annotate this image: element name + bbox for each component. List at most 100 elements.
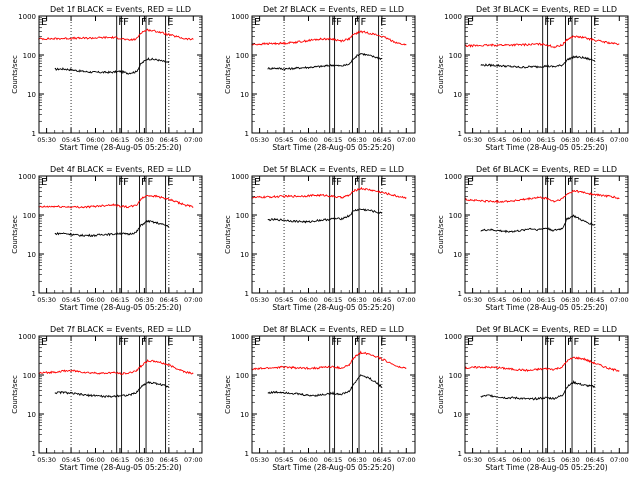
marker-label: F <box>148 17 154 28</box>
x-tick-label: 05:45 <box>62 296 81 304</box>
marker-label: F <box>549 177 555 188</box>
series-events-line <box>54 380 170 399</box>
x-tick-label: 06:30 <box>561 296 580 304</box>
marker-label: F <box>336 17 342 28</box>
y-tick-label: 1000 <box>444 333 462 341</box>
x-tick-label: 06:00 <box>512 136 531 144</box>
x-tick-label: 06:30 <box>561 456 580 464</box>
marker-label: F <box>354 177 360 188</box>
series-lld-line <box>38 194 194 209</box>
x-tick-label: 05:30 <box>250 296 269 304</box>
x-axis-label: Start Time (28-Aug-05 05:25:20) <box>59 303 181 312</box>
marker-label: E <box>467 17 473 28</box>
marker-label: F <box>141 17 147 28</box>
x-tick-label: 06:45 <box>159 136 178 144</box>
x-axis-label: Start Time (28-Aug-05 05:25:20) <box>272 303 394 312</box>
x-tick-label: 05:45 <box>488 136 507 144</box>
x-tick-label: 06:15 <box>324 136 343 144</box>
marker-label: F <box>354 337 360 348</box>
y-axis-label: Counts/sec <box>11 375 19 414</box>
y-axis-label: Counts/sec <box>437 55 445 94</box>
y-axis-label: Counts/sec <box>224 215 232 254</box>
y-axis-label: Counts/sec <box>437 375 445 414</box>
x-tick-label: 05:30 <box>37 296 56 304</box>
y-tick-label: 1 <box>245 130 249 138</box>
series-lld-line <box>251 186 407 200</box>
panel-title: Det 3f BLACK = Events, RED = LLD <box>476 5 617 14</box>
plot-frame <box>251 335 416 454</box>
x-tick-label: 07:00 <box>397 296 416 304</box>
marker-label: F <box>574 177 580 188</box>
marker-label: E <box>167 337 173 348</box>
x-axis-label: Start Time (28-Aug-05 05:25:20) <box>272 143 394 152</box>
y-tick-label: 1000 <box>231 13 249 21</box>
y-tick-label: 10 <box>453 411 462 419</box>
y-tick-label: 10 <box>453 91 462 99</box>
marker-label: F <box>123 337 129 348</box>
x-tick-label: 05:45 <box>488 296 507 304</box>
marker-label: F <box>123 17 129 28</box>
marker-label: E <box>593 17 599 28</box>
panel-title: Det 1f BLACK = Events, RED = LLD <box>50 5 191 14</box>
y-axis-label: Counts/sec <box>437 215 445 254</box>
marker-label: E <box>254 177 260 188</box>
panel-title: Det 9f BLACK = Events, RED = LLD <box>476 325 617 334</box>
marker-label: E <box>167 17 173 28</box>
y-tick-label: 1 <box>32 290 36 298</box>
y-tick-label: 100 <box>236 372 249 380</box>
y-tick-label: 1 <box>32 130 36 138</box>
x-axis-label: Start Time (28-Aug-05 05:25:20) <box>485 463 607 472</box>
x-tick-label: 05:45 <box>275 136 294 144</box>
marker-label: E <box>467 337 473 348</box>
x-tick-label: 07:00 <box>184 136 203 144</box>
marker-label: E <box>467 177 473 188</box>
y-tick-label: 1000 <box>231 173 249 181</box>
series-lld-line <box>464 189 620 204</box>
x-tick-label: 07:00 <box>184 456 203 464</box>
x-tick-label: 07:00 <box>397 136 416 144</box>
x-axis-label: Start Time (28-Aug-05 05:25:20) <box>485 303 607 312</box>
marker-label: E <box>593 177 599 188</box>
x-axis-label: Start Time (28-Aug-05 05:25:20) <box>485 143 607 152</box>
y-axis-label: Counts/sec <box>224 375 232 414</box>
plot-frame <box>251 175 416 294</box>
x-tick-label: 06:15 <box>324 456 343 464</box>
x-tick-label: 06:30 <box>135 136 154 144</box>
y-tick-label: 100 <box>23 52 36 60</box>
marker-label: F <box>567 17 573 28</box>
series-events-line <box>480 214 596 234</box>
x-tick-label: 05:30 <box>463 456 482 464</box>
marker-label: E <box>380 177 386 188</box>
x-tick-label: 05:45 <box>62 136 81 144</box>
y-tick-label: 1000 <box>18 13 36 21</box>
y-tick-label: 100 <box>449 52 462 60</box>
x-tick-label: 07:00 <box>184 296 203 304</box>
x-tick-label: 06:45 <box>585 456 604 464</box>
x-tick-label: 06:00 <box>512 296 531 304</box>
y-tick-label: 1 <box>32 450 36 458</box>
x-tick-label: 06:00 <box>512 456 531 464</box>
x-axis-label: Start Time (28-Aug-05 05:25:20) <box>272 463 394 472</box>
plot-frame <box>38 15 203 134</box>
x-tick-label: 06:30 <box>348 296 367 304</box>
y-tick-label: 10 <box>240 251 249 259</box>
y-tick-label: 100 <box>23 372 36 380</box>
x-tick-label: 05:45 <box>488 456 507 464</box>
marker-label: E <box>41 177 47 188</box>
x-tick-label: 06:30 <box>561 136 580 144</box>
marker-label: F <box>549 337 555 348</box>
x-tick-label: 06:45 <box>159 296 178 304</box>
y-tick-label: 10 <box>240 411 249 419</box>
x-tick-label: 06:00 <box>299 296 318 304</box>
series-lld-line <box>38 359 194 375</box>
series-lld-line <box>251 30 407 46</box>
y-tick-label: 1000 <box>444 173 462 181</box>
x-tick-label: 06:30 <box>348 456 367 464</box>
panel-title: Det 6f BLACK = Events, RED = LLD <box>476 165 617 174</box>
x-tick-label: 05:30 <box>250 456 269 464</box>
series-events-line <box>480 55 595 69</box>
